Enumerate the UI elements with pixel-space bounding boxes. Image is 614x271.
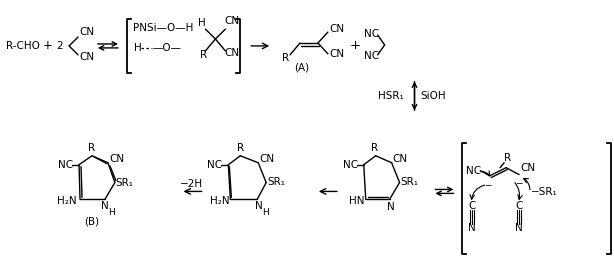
- Text: H₂N: H₂N: [57, 196, 77, 206]
- Text: NC: NC: [343, 160, 358, 170]
- Text: +: +: [349, 39, 360, 52]
- Text: NC: NC: [466, 166, 481, 176]
- Text: CN: CN: [79, 27, 94, 37]
- Text: N: N: [387, 202, 394, 212]
- Text: H: H: [134, 43, 142, 53]
- Text: CN: CN: [224, 16, 239, 26]
- Text: HSR₁: HSR₁: [378, 91, 403, 101]
- Text: CN: CN: [329, 24, 344, 34]
- Text: H: H: [108, 208, 115, 217]
- Text: CN: CN: [259, 154, 274, 164]
- Text: HN: HN: [349, 196, 364, 206]
- Text: H₂N: H₂N: [211, 196, 230, 206]
- Text: N: N: [101, 201, 109, 211]
- Text: CN: CN: [79, 52, 94, 62]
- Text: N: N: [255, 201, 263, 211]
- Text: −2H: −2H: [180, 179, 203, 189]
- Text: CN: CN: [224, 48, 239, 58]
- Text: −SR₁: −SR₁: [531, 188, 558, 197]
- Text: R: R: [201, 50, 208, 60]
- Text: C: C: [515, 201, 523, 211]
- Text: −: −: [515, 178, 523, 187]
- Text: SR₁: SR₁: [267, 176, 285, 186]
- Text: 2: 2: [56, 41, 63, 51]
- Text: R: R: [88, 143, 96, 153]
- Text: H: H: [262, 208, 269, 217]
- Text: NC: NC: [363, 51, 379, 61]
- Text: N: N: [515, 223, 523, 233]
- Text: C: C: [468, 201, 476, 211]
- Text: R: R: [237, 143, 244, 153]
- Text: NC: NC: [208, 160, 223, 170]
- Text: (A): (A): [295, 63, 309, 73]
- Text: R-CHO: R-CHO: [6, 41, 41, 51]
- Text: H: H: [198, 18, 206, 28]
- Text: (B): (B): [84, 216, 99, 226]
- Text: CN: CN: [392, 154, 408, 164]
- Text: —O—: —O—: [153, 43, 182, 53]
- Text: −: −: [484, 180, 492, 189]
- Text: NC: NC: [363, 29, 379, 39]
- Text: CN: CN: [329, 49, 344, 59]
- Text: PNSi—O—H: PNSi—O—H: [133, 23, 193, 33]
- Text: N: N: [468, 223, 476, 233]
- Text: SiOH: SiOH: [421, 91, 446, 101]
- Text: R: R: [504, 153, 511, 163]
- Text: CN: CN: [520, 163, 535, 173]
- Text: R: R: [282, 53, 289, 63]
- Text: SR₁: SR₁: [116, 178, 134, 188]
- Text: +: +: [43, 39, 53, 52]
- Text: R: R: [371, 143, 378, 153]
- Text: SR₁: SR₁: [400, 176, 419, 186]
- Text: CN: CN: [109, 154, 124, 164]
- Text: NC: NC: [58, 160, 73, 170]
